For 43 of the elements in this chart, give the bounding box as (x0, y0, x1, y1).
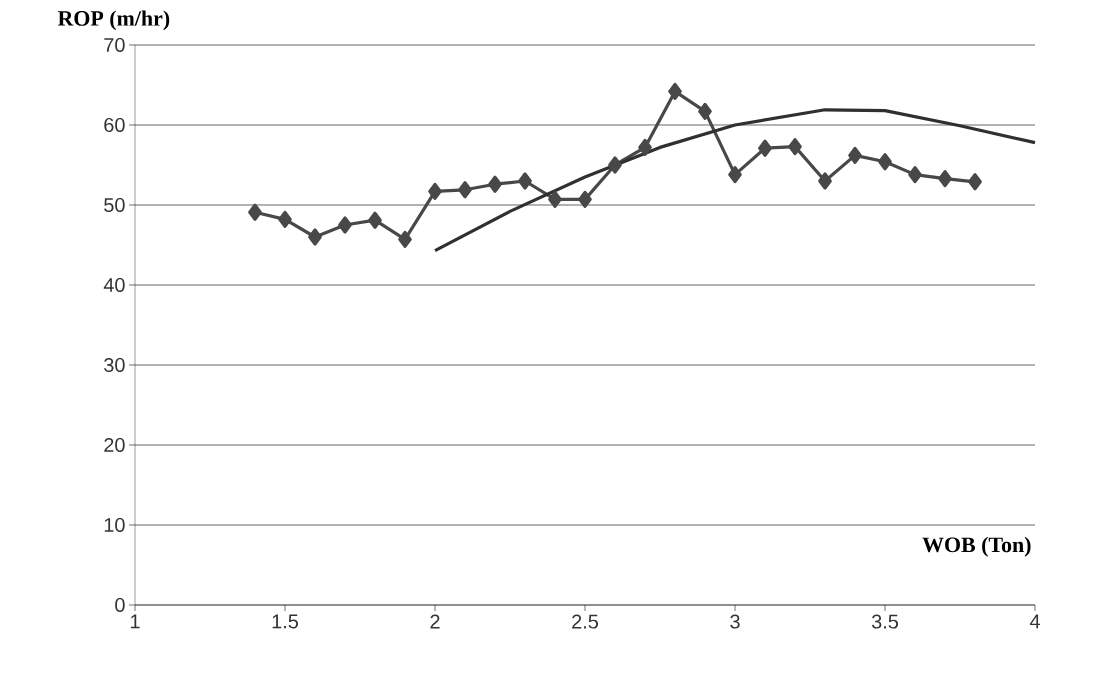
y-tick-label: 50 (104, 197, 125, 213)
y-tick-label: 0 (115, 597, 125, 613)
point (608, 156, 622, 174)
point (308, 228, 322, 246)
line-series (433, 108, 1037, 253)
x-tick-label: 2.5 (572, 614, 599, 629)
point (728, 166, 742, 184)
point (548, 190, 562, 208)
point (248, 203, 262, 221)
point (368, 211, 382, 229)
point (578, 190, 592, 208)
point (488, 175, 502, 193)
point (908, 166, 922, 184)
y-tick-label: 40 (103, 277, 125, 293)
x-axis-title: WOB (Ton) (922, 536, 1031, 557)
point (398, 230, 412, 248)
y-tick-label: 20 (104, 437, 125, 453)
x-tick-label: 1.5 (272, 614, 299, 629)
y-tick-label: 70 (104, 37, 125, 53)
point (758, 139, 772, 157)
point (788, 138, 802, 156)
y-tick-label: 10 (104, 517, 125, 533)
point (818, 172, 832, 190)
point (878, 153, 892, 171)
x-tick-label: 4 (1029, 614, 1040, 629)
point (938, 170, 952, 188)
y-tick-label: 60 (104, 117, 125, 133)
x-tick-label: 3 (730, 614, 740, 629)
y-tick-label: 30 (104, 357, 125, 373)
x-tick-label: 2 (430, 614, 440, 629)
point (338, 216, 352, 234)
y-axis-title: ROP (m/hr) (57, 10, 170, 31)
point (428, 182, 442, 200)
point (458, 181, 472, 199)
x-tick-label: 3.5 (871, 614, 899, 629)
point (638, 138, 652, 156)
point (968, 173, 982, 191)
x-tick-label: 1 (130, 614, 140, 629)
point (848, 146, 862, 164)
point (518, 172, 532, 190)
point (698, 102, 712, 120)
point (668, 82, 682, 100)
point (278, 210, 292, 228)
